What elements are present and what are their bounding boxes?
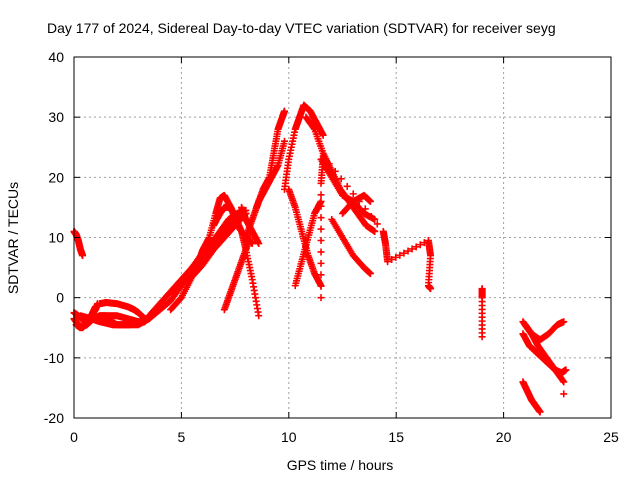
data-point: [559, 377, 567, 385]
x-tick-label: 10: [281, 429, 297, 445]
data-point: [343, 182, 351, 190]
data-point: [337, 175, 345, 183]
series-track-early-a: [70, 227, 87, 260]
y-tick-label: 0: [56, 290, 64, 306]
data-point: [317, 294, 325, 302]
data-point: [319, 131, 327, 139]
x-tick-label: 0: [70, 429, 78, 445]
data-point: [366, 270, 374, 278]
data-point: [317, 282, 325, 290]
data-point: [281, 137, 289, 145]
data-point: [400, 249, 408, 257]
data-point: [317, 202, 325, 210]
y-tick-label: 40: [48, 49, 64, 65]
ticks: 0 5 10 15 20 25 -20 -10 0 10 20 30 40: [44, 49, 619, 445]
data-point: [331, 167, 339, 175]
data-point: [373, 220, 381, 228]
data-point: [560, 318, 568, 326]
x-axis-label: GPS time / hours: [287, 457, 394, 473]
series-track-fall-e: [328, 215, 374, 278]
data-point: [79, 252, 87, 260]
y-tick-label: 20: [48, 169, 64, 185]
series-track-end-c: [521, 321, 568, 386]
x-tick-label: 25: [603, 429, 619, 445]
series-track-fall-f: [339, 191, 374, 217]
data-point: [317, 259, 325, 267]
data-point: [317, 271, 325, 279]
series-track-peak-c: [281, 101, 327, 193]
data-point: [349, 190, 357, 198]
data-point: [427, 285, 435, 293]
data-point: [478, 333, 486, 341]
y-tick-label: 10: [48, 230, 64, 246]
y-axis-label: SDTVAR / TECUs: [5, 182, 21, 294]
data-point: [388, 255, 396, 263]
series-track-fall-b: [291, 197, 325, 290]
data-point: [325, 160, 333, 168]
data-point: [408, 245, 416, 253]
series-track-end-e: [560, 390, 568, 398]
data-point: [310, 124, 318, 132]
data-point: [536, 408, 544, 416]
x-tick-label: 5: [178, 429, 186, 445]
data-point: [560, 390, 568, 398]
data-point: [355, 197, 363, 205]
series-track-hump-c: [220, 234, 254, 314]
data-point: [317, 225, 325, 233]
y-tick-label: -20: [44, 410, 64, 426]
data-point: [361, 205, 369, 213]
data-point: [366, 197, 374, 205]
series-track-early-e: [96, 298, 149, 323]
data-point: [560, 378, 568, 386]
data-point: [317, 237, 325, 245]
data-point: [562, 366, 570, 374]
data-point: [281, 107, 289, 115]
data-point: [317, 191, 325, 199]
series-track-late-points: [478, 285, 486, 341]
data-point: [392, 253, 400, 261]
data-point: [255, 240, 263, 248]
series-track-peak-b: [253, 107, 289, 211]
data-point: [404, 247, 412, 255]
chart-title: Day 177 of 2024, Sidereal Day-to-day VTE…: [47, 20, 556, 36]
data-point: [255, 312, 263, 320]
data-point: [384, 258, 392, 266]
x-tick-label: 15: [388, 429, 404, 445]
data-point: [317, 214, 325, 222]
y-tick-label: -10: [44, 350, 64, 366]
data-point: [396, 251, 404, 259]
data-point: [367, 212, 375, 220]
data-marks: [70, 101, 570, 416]
series-track-end-d: [519, 378, 544, 416]
data-point: [412, 243, 420, 251]
data-point: [416, 241, 424, 249]
data-point: [317, 248, 325, 256]
grid: [74, 57, 611, 418]
x-tick-label: 20: [496, 429, 512, 445]
data-point: [371, 227, 379, 235]
data-point: [319, 152, 327, 160]
series-track-mid-points: [317, 152, 435, 302]
y-tick-label: 30: [48, 109, 64, 125]
